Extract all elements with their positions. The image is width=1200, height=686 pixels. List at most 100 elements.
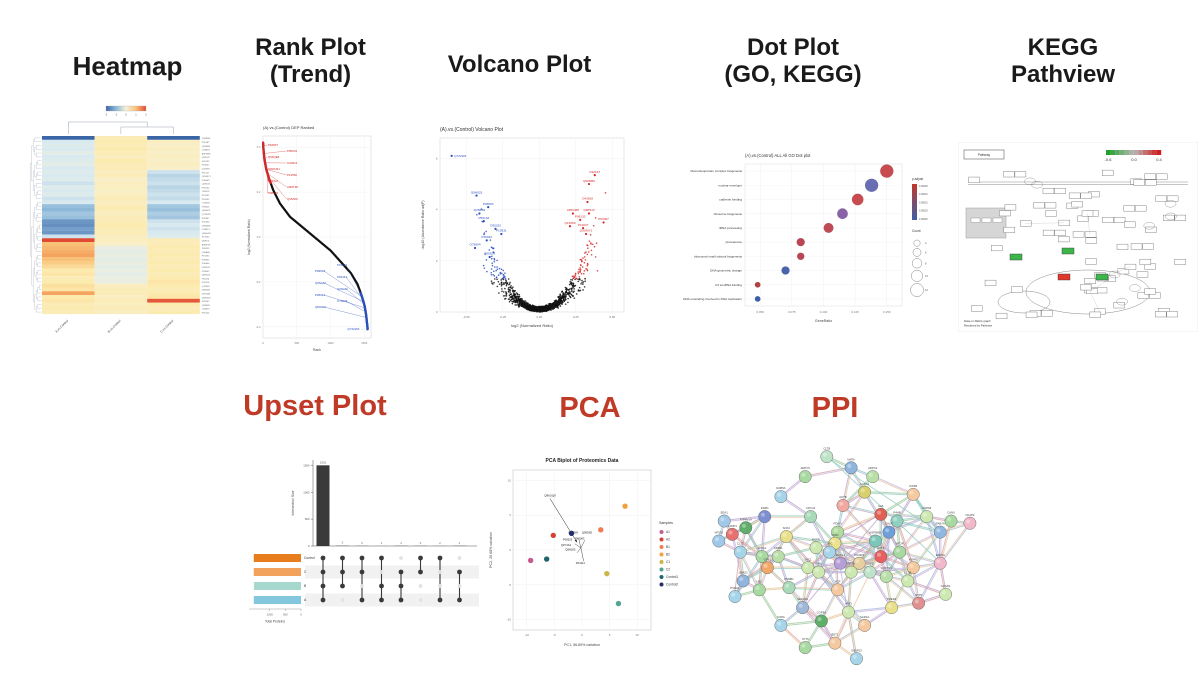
svg-text:Q96UQ9: Q96UQ9 xyxy=(202,297,211,299)
svg-text:Q8PIU2: Q8PIU2 xyxy=(583,208,594,212)
svg-text:Pathway: Pathway xyxy=(978,153,991,157)
svg-text:Intersection Size: Intersection Size xyxy=(291,490,295,515)
heading-kegg-line2: Pathview xyxy=(1010,60,1116,88)
svg-text:Q96UQ9: Q96UQ9 xyxy=(544,494,556,498)
svg-text:cadherin binding: cadherin binding xyxy=(719,198,742,202)
svg-text:PC1, 56.89% variation: PC1, 56.89% variation xyxy=(564,643,600,647)
svg-text:1: 1 xyxy=(381,541,383,545)
svg-text:C1: C1 xyxy=(666,560,670,564)
svg-text:0: 0 xyxy=(125,113,127,117)
svg-text:CKAP4: CKAP4 xyxy=(965,513,975,517)
svg-text:P28042: P28042 xyxy=(202,271,210,273)
svg-text:A: A xyxy=(304,598,307,602)
volcano-chart: -0.50 -0.25 0.00 0.25 0.50 0 2 4 6 (A).vs.(Contro… xyxy=(421,127,625,328)
heading-pca: PCA xyxy=(510,392,670,424)
svg-text:2: 2 xyxy=(439,541,441,545)
svg-text:A0FGR8: A0FGR8 xyxy=(202,152,211,155)
svg-text:C.vs.Control: C.vs.Control xyxy=(159,319,174,334)
svg-text:VCP: VCP xyxy=(835,579,841,583)
svg-text:(A).vs.(Control) DEP Ranked: (A).vs.(Control) DEP Ranked xyxy=(263,125,314,130)
svg-text:-5: -5 xyxy=(553,633,556,637)
svg-text:STX5: STX5 xyxy=(915,593,922,597)
svg-text:AKT1: AKT1 xyxy=(877,546,884,550)
svg-text:A.vs.Control: A.vs.Control xyxy=(54,319,69,334)
svg-text:Q6PIL0: Q6PIL0 xyxy=(202,240,210,242)
heading-rank-line2: (Trend) xyxy=(269,60,352,88)
svg-text:P46063: P46063 xyxy=(202,180,210,182)
svg-text:6: 6 xyxy=(436,156,438,160)
pca-panel: -10 -5 0 5 10 10 5 0 -5 -10 PCA Biplot of Proteomi… xyxy=(483,452,699,654)
svg-text:A0MT96: A0MT96 xyxy=(287,185,298,189)
svg-text:0.150: 0.150 xyxy=(883,310,891,314)
svg-text:Q9H023: Q9H023 xyxy=(471,190,483,194)
svg-text:P09605: P09605 xyxy=(202,259,210,261)
svg-text:A1: A1 xyxy=(666,530,670,534)
svg-text:P62807: P62807 xyxy=(268,143,278,147)
svg-text:P46444: P46444 xyxy=(337,275,347,279)
svg-text:ribosomal small subunit biogen: ribosomal small subunit biogenesis xyxy=(694,254,742,258)
svg-text:Q96DB5: Q96DB5 xyxy=(202,146,211,148)
svg-text:B.vs.Control: B.vs.Control xyxy=(107,319,122,334)
svg-text:PSMA1: PSMA1 xyxy=(730,586,740,590)
svg-text:Q96QE8: Q96QE8 xyxy=(268,155,280,159)
svg-text:RAB7A: RAB7A xyxy=(936,522,945,526)
svg-text:A0FGR8: A0FGR8 xyxy=(567,208,579,212)
svg-text:O43614: O43614 xyxy=(287,161,298,165)
svg-text:P15531: P15531 xyxy=(202,256,210,258)
svg-text:SNAP23: SNAP23 xyxy=(851,648,862,652)
svg-text:CANX: CANX xyxy=(947,511,955,515)
svg-text:PDIA3: PDIA3 xyxy=(834,522,843,526)
svg-text:SHC1: SHC1 xyxy=(804,557,812,561)
heading-kegg: KEGG Pathview xyxy=(958,34,1168,89)
svg-text:AP2B1: AP2B1 xyxy=(774,546,783,550)
heading-kegg-line1: KEGG xyxy=(1027,34,1099,61)
svg-text:Q96DB5: Q96DB5 xyxy=(583,179,595,183)
svg-text:SQSTM1: SQSTM1 xyxy=(880,566,892,570)
svg-text:P05204: P05204 xyxy=(202,222,210,224)
svg-text:P09525: P09525 xyxy=(563,537,573,541)
svg-text:Q722W4: Q722W4 xyxy=(454,154,466,158)
svg-text:CALR: CALR xyxy=(885,522,892,526)
svg-text:0.100: 0.100 xyxy=(820,310,828,314)
svg-text:GOSR1: GOSR1 xyxy=(941,584,951,588)
svg-text:Samples: Samples xyxy=(659,521,673,525)
svg-text:Control2: Control2 xyxy=(666,583,678,587)
svg-text:Q8WU91: Q8WU91 xyxy=(202,233,212,235)
svg-text:-0.6: -0.6 xyxy=(1105,157,1113,162)
svg-text:PIK3R1: PIK3R1 xyxy=(854,553,864,557)
svg-text:P56134: P56134 xyxy=(478,216,489,220)
svg-text:Q15369: Q15369 xyxy=(202,169,211,171)
svg-text:3: 3 xyxy=(420,541,422,545)
svg-text:O43619: O43619 xyxy=(202,309,211,311)
heading-upset-text: Upset Plot xyxy=(243,390,387,422)
svg-text:Q35A50: Q35A50 xyxy=(202,251,211,254)
rank-plot-panel: 0.4 0.2 0.0 -0.2 -0.4 0 500 1000 1500 (A).vs.(Con… xyxy=(243,116,380,368)
svg-text:O43614: O43614 xyxy=(202,229,211,231)
heading-ppi-text: PPI xyxy=(811,392,859,424)
svg-text:Total Proteins: Total Proteins xyxy=(265,620,285,624)
svg-text:U3 snoRNA binding: U3 snoRNA binding xyxy=(715,283,742,287)
svg-text:O75694: O75694 xyxy=(337,299,348,303)
svg-text:ARPC5: ARPC5 xyxy=(801,466,811,470)
svg-text:Q9H023: Q9H023 xyxy=(565,548,576,552)
svg-text:B: B xyxy=(304,584,307,588)
svg-text:(A).vs.(Control) Volcano Plot: (A).vs.(Control) Volcano Plot xyxy=(440,127,504,133)
svg-text:0.00020: 0.00020 xyxy=(919,210,928,213)
svg-text:2: 2 xyxy=(145,113,147,117)
svg-text:0.0: 0.0 xyxy=(257,235,261,239)
svg-text:P20042: P20042 xyxy=(481,235,492,239)
svg-text:P42167: P42167 xyxy=(589,170,600,174)
svg-text:Q96RS6: Q96RS6 xyxy=(202,138,211,140)
svg-text:0: 0 xyxy=(308,544,310,548)
svg-text:C2: C2 xyxy=(666,568,670,572)
svg-text:Rank: Rank xyxy=(313,348,321,352)
svg-text:ribosome biogenesis: ribosome biogenesis xyxy=(714,212,743,216)
svg-text:P05204: P05204 xyxy=(287,149,297,153)
heading-rank: Rank Plot (Trend) xyxy=(228,34,393,89)
svg-text:DNA unwinding involved in DNA: DNA unwinding involved in DNA replicatio… xyxy=(683,297,742,301)
svg-text:Q8PIU2: Q8PIU2 xyxy=(202,157,211,159)
svg-text:P19531: P19531 xyxy=(202,195,210,197)
svg-text:LAMP1: LAMP1 xyxy=(728,524,738,528)
